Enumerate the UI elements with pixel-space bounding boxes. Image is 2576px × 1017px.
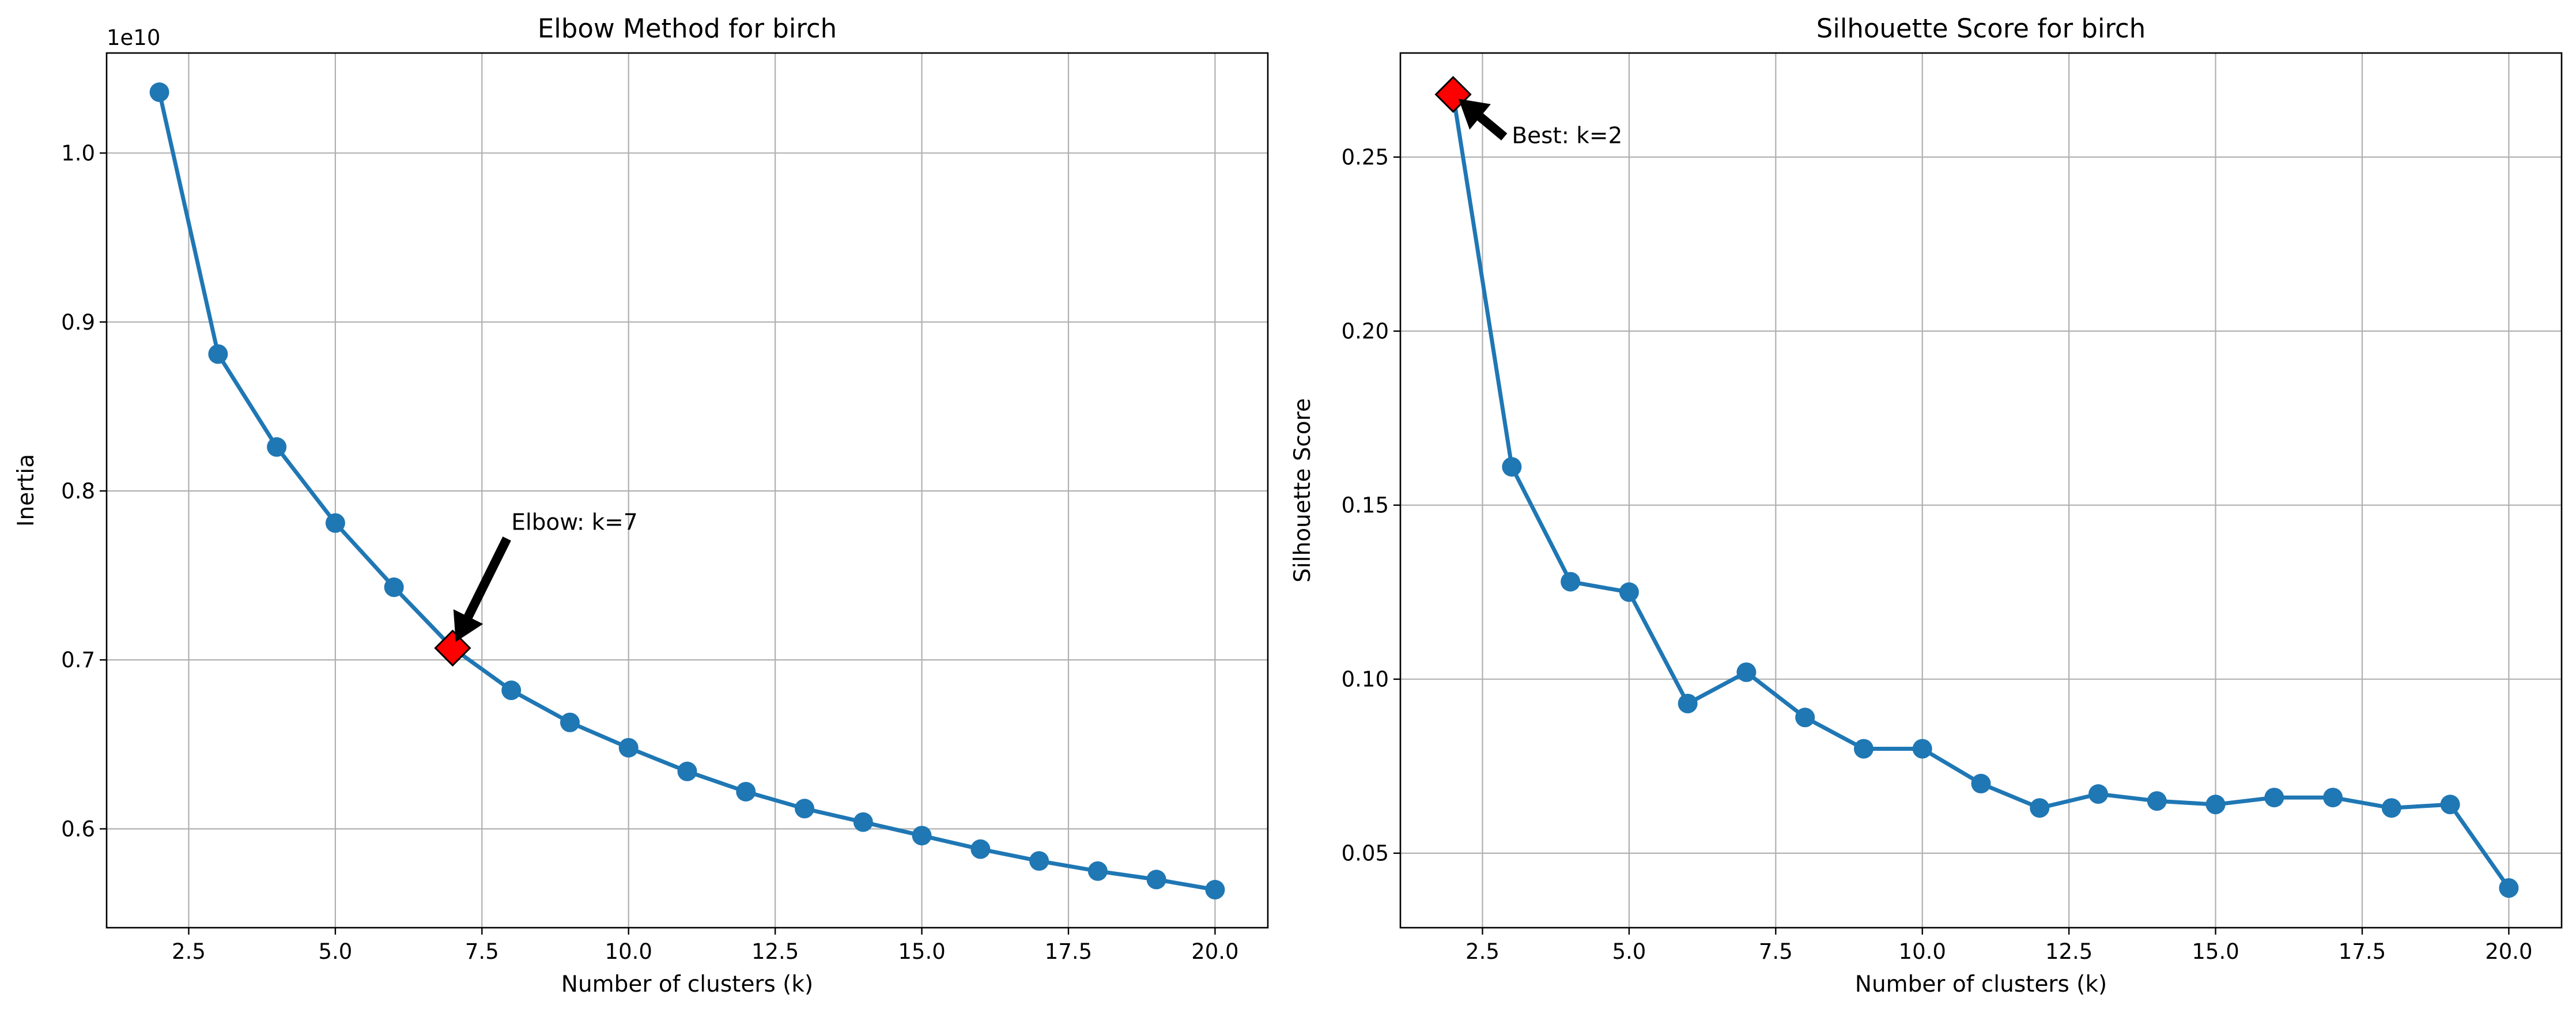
- silhouette-axes-frame: [1399, 52, 2563, 929]
- elbow-y-tick-label: 1.0: [61, 141, 95, 166]
- silhouette-data-point: [2381, 798, 2401, 818]
- silhouette-data-point: [2205, 795, 2226, 815]
- elbow-annotation: Elbow: k=7: [453, 509, 638, 642]
- elbow-data-point: [618, 738, 639, 758]
- elbow-x-tick-label: 17.5: [1045, 939, 1092, 964]
- elbow-x-tick-label: 15.0: [898, 939, 945, 964]
- silhouette-data-point: [2147, 791, 2167, 811]
- elbow-x-tick-label: 12.5: [751, 939, 799, 964]
- silhouette-y-tick-label: 0.15: [1342, 493, 1389, 518]
- silhouette-data-point: [1795, 708, 1815, 728]
- silhouette-x-tick-label: 17.5: [2339, 939, 2386, 964]
- elbow-y-tick-label: 0.9: [61, 310, 95, 335]
- elbow-data-point: [501, 680, 522, 701]
- silhouette-data-point: [1561, 572, 1581, 592]
- elbow-x-tick-label: 5.0: [318, 939, 352, 964]
- elbow-data-point: [677, 761, 697, 781]
- silhouette-x-tick-label: 2.5: [1465, 939, 1499, 964]
- silhouette-data-point: [1678, 693, 1698, 713]
- elbow-data-point: [1146, 869, 1166, 890]
- elbow-axes-frame: [105, 52, 1269, 929]
- elbow-annotation-text: Elbow: k=7: [511, 509, 637, 535]
- silhouette-data-point: [2499, 878, 2519, 898]
- elbow-y-tick-label: 0.6: [61, 816, 95, 841]
- silhouette-data-point: [1736, 662, 1757, 682]
- silhouette-data-point: [2440, 795, 2460, 815]
- elbow-data-point: [736, 781, 756, 801]
- silhouette-title: Silhouette Score for birch: [1816, 13, 2146, 44]
- elbow-y-tick-label: 0.7: [61, 648, 95, 672]
- elbow-grid: [107, 53, 1268, 928]
- silhouette-x-tick-label: 10.0: [1899, 939, 1946, 964]
- silhouette-data-point: [1502, 457, 1522, 477]
- elbow-y-offset-label: 1e10: [107, 25, 160, 50]
- elbow-title: Elbow Method for birch: [538, 13, 837, 44]
- elbow-x-tick-label: 2.5: [172, 939, 206, 964]
- silhouette-series: [1434, 75, 2519, 898]
- silhouette-x-tick-label: 12.5: [2045, 939, 2092, 964]
- silhouette-y-tick-label: 0.25: [1342, 145, 1389, 170]
- silhouette-annotation-text: Best: k=2: [1512, 123, 1622, 149]
- elbow-data-point: [325, 513, 345, 533]
- elbow-x-tick-label: 7.5: [465, 939, 499, 964]
- elbow-data-point: [267, 437, 287, 457]
- silhouette-y-tick-label: 0.20: [1342, 319, 1389, 344]
- elbow-chart: 2.5 5.0 7.5 10.0 12.5 15.0 17.5 20.0 0.6 0.7 0.8 0.…: [13, 13, 1269, 997]
- silhouette-grid: [1400, 53, 2562, 928]
- silhouette-data-point: [2323, 788, 2343, 808]
- elbow-data-point: [795, 799, 815, 819]
- silhouette-y-axis-label: Silhouette Score: [1290, 398, 1316, 583]
- elbow-data-point: [149, 82, 169, 103]
- elbow-data-point: [1087, 861, 1108, 881]
- silhouette-data-point: [2030, 798, 2050, 818]
- elbow-x-tick-label: 10.0: [605, 939, 652, 964]
- elbow-y-tick-label: 0.8: [61, 479, 95, 504]
- elbow-data-point: [384, 577, 404, 598]
- elbow-data-point: [208, 344, 228, 364]
- elbow-y-axis-label: Inertia: [13, 454, 39, 527]
- elbow-x-tick-label: 20.0: [1191, 939, 1238, 964]
- elbow-data-point: [560, 712, 580, 732]
- elbow-series: [149, 82, 1225, 900]
- silhouette-data-point: [1912, 739, 1932, 759]
- silhouette-x-axis-label: Number of clusters (k): [1855, 971, 2107, 997]
- elbow-annotation-arrow: [453, 536, 511, 642]
- silhouette-data-point: [2264, 788, 2284, 808]
- silhouette-data-point: [2088, 784, 2109, 804]
- silhouette-x-tick-label: 15.0: [2192, 939, 2239, 964]
- silhouette-data-point: [1971, 773, 1991, 793]
- elbow-data-point: [912, 826, 932, 846]
- silhouette-data-point: [1619, 582, 1639, 602]
- elbow-highlight-marker: [434, 629, 471, 667]
- elbow-data-point: [1205, 880, 1225, 900]
- silhouette-ticks: 2.5 5.0 7.5 10.0 12.5 15.0 17.5 20.0 0.05 0.10 0.1…: [1342, 145, 2533, 964]
- silhouette-chart: 2.5 5.0 7.5 10.0 12.5 15.0 17.5 20.0 0.05 0.10 0.1…: [1290, 13, 2563, 997]
- silhouette-data-point: [1853, 739, 1874, 759]
- silhouette-x-tick-label: 5.0: [1612, 939, 1646, 964]
- elbow-data-point: [1029, 851, 1049, 871]
- silhouette-annotation-arrow: [1458, 99, 1508, 141]
- silhouette-series-line: [1451, 94, 2511, 890]
- elbow-data-point: [970, 839, 991, 859]
- silhouette-x-tick-label: 20.0: [2485, 939, 2532, 964]
- silhouette-y-tick-label: 0.05: [1342, 841, 1389, 866]
- elbow-ticks: 2.5 5.0 7.5 10.0 12.5 15.0 17.5 20.0 0.6 0.7 0.8 0.…: [61, 141, 1238, 964]
- silhouette-x-tick-label: 7.5: [1759, 939, 1793, 964]
- elbow-data-point: [853, 812, 873, 832]
- silhouette-annotation: Best: k=2: [1458, 99, 1622, 149]
- silhouette-y-tick-label: 0.10: [1342, 667, 1389, 692]
- elbow-x-axis-label: Number of clusters (k): [561, 971, 813, 997]
